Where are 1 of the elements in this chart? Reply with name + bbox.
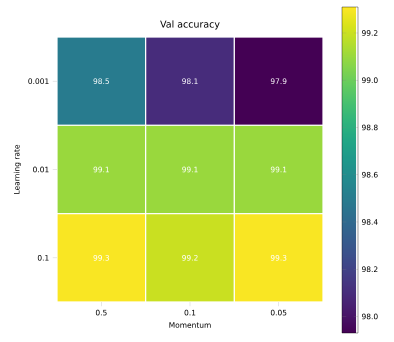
- chart-title: Val accuracy: [160, 20, 220, 30]
